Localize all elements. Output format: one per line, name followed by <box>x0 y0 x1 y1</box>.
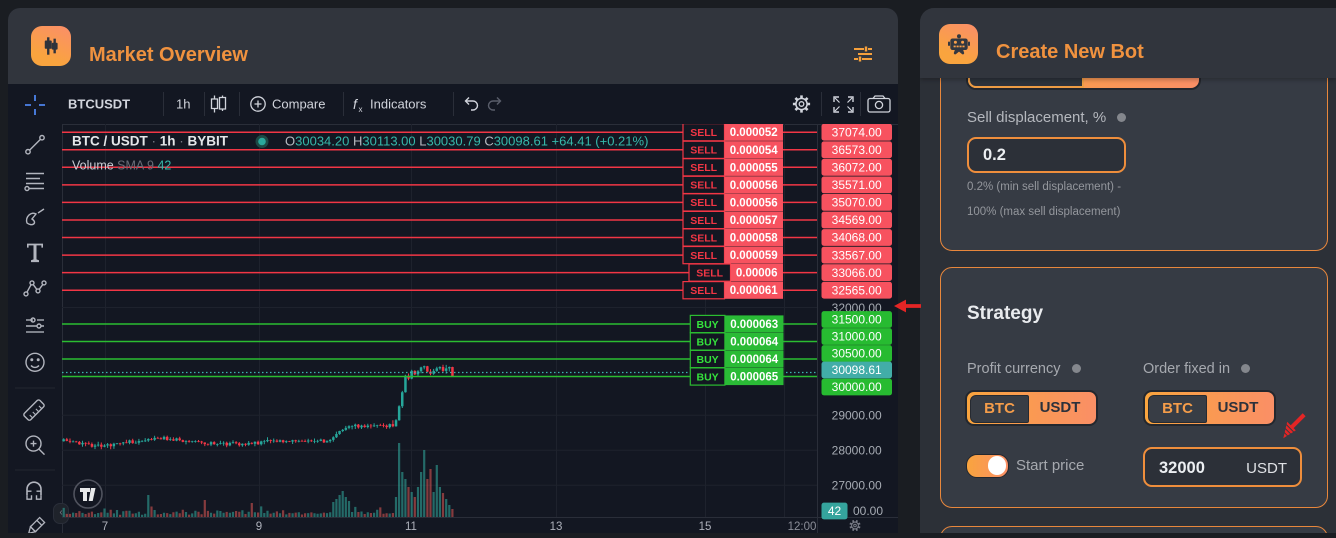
svg-text:00.00: 00.00 <box>853 504 883 518</box>
svg-text:31500.00: 31500.00 <box>832 313 882 327</box>
svg-text:36072.00: 36072.00 <box>832 161 882 175</box>
svg-text:0.000054: 0.000054 <box>730 145 779 157</box>
svg-text:42: 42 <box>828 504 842 518</box>
svg-text:34068.00: 34068.00 <box>832 231 882 245</box>
svg-text:7: 7 <box>102 521 108 533</box>
svg-text:34569.00: 34569.00 <box>832 213 882 227</box>
svg-text:0.000061: 0.000061 <box>730 285 779 297</box>
svg-text:28000.00: 28000.00 <box>832 443 882 457</box>
svg-text:0.000063: 0.000063 <box>730 319 778 331</box>
svg-text:f: f <box>353 96 359 112</box>
svg-text:12:00: 12:00 <box>788 521 817 533</box>
svg-text:BUY: BUY <box>697 354 719 366</box>
svg-text:Indicators: Indicators <box>370 97 427 112</box>
svg-text:36573.00: 36573.00 <box>832 143 882 157</box>
svg-text:35070.00: 35070.00 <box>832 196 882 210</box>
svg-text:29000.00: 29000.00 <box>832 408 882 422</box>
svg-text:0.000055: 0.000055 <box>730 162 779 174</box>
svg-text:SELL: SELL <box>690 162 717 174</box>
svg-text:0.000064: 0.000064 <box>730 354 779 366</box>
svg-text:0.000057: 0.000057 <box>730 215 778 227</box>
svg-text:33567.00: 33567.00 <box>832 248 882 262</box>
svg-text:33066.00: 33066.00 <box>832 266 882 280</box>
svg-text:0.000052: 0.000052 <box>730 127 778 139</box>
svg-text:1h: 1h <box>176 97 190 112</box>
svg-text:SELL: SELL <box>690 145 717 157</box>
svg-text:32565.00: 32565.00 <box>832 283 882 297</box>
svg-text:15: 15 <box>699 521 712 533</box>
svg-text:SELL: SELL <box>696 267 723 279</box>
svg-text:11: 11 <box>405 521 417 533</box>
svg-text:SELL: SELL <box>690 127 717 139</box>
svg-text:SELL: SELL <box>690 285 717 297</box>
svg-text:13: 13 <box>550 521 563 533</box>
svg-text:SELL: SELL <box>690 232 717 244</box>
svg-text:27000.00: 27000.00 <box>832 479 882 493</box>
svg-text:0.00006: 0.00006 <box>736 268 778 280</box>
svg-text:0.000059: 0.000059 <box>730 250 778 262</box>
svg-text:BUY: BUY <box>697 371 719 383</box>
svg-text:SELL: SELL <box>690 215 717 227</box>
svg-text:Volume SMA 9 42: Volume SMA 9 42 <box>72 159 171 173</box>
svg-text:O30034.20 H30113.00 L30030.79: O30034.20 H30113.00 L30030.79 C30098.61 … <box>285 134 648 149</box>
svg-text:BUY: BUY <box>697 336 719 348</box>
svg-text:SELL: SELL <box>690 250 717 262</box>
svg-text:37074.00: 37074.00 <box>832 125 882 139</box>
svg-text:30000.00: 30000.00 <box>832 380 882 394</box>
svg-text:x: x <box>359 105 363 114</box>
svg-text:0.000056: 0.000056 <box>730 197 778 209</box>
svg-text:0.000058: 0.000058 <box>730 233 779 245</box>
svg-text:0.000065: 0.000065 <box>730 372 779 384</box>
svg-text:35571.00: 35571.00 <box>832 178 882 192</box>
svg-text:BUY: BUY <box>697 319 719 331</box>
svg-text:0.000064: 0.000064 <box>730 337 779 349</box>
svg-text:BTCUSDT: BTCUSDT <box>68 97 130 112</box>
svg-text:SELL: SELL <box>690 180 717 192</box>
svg-text:0.000056: 0.000056 <box>730 180 778 192</box>
svg-text:9: 9 <box>256 521 262 533</box>
svg-text:Compare: Compare <box>272 97 325 112</box>
svg-text:31000.00: 31000.00 <box>832 330 882 344</box>
svg-text:BTC / USDT · 1h · BYBIT: BTC / USDT · 1h · BYBIT <box>72 134 229 149</box>
svg-text:30500.00: 30500.00 <box>832 347 882 361</box>
svg-text:SELL: SELL <box>690 197 717 209</box>
svg-text:30098.61: 30098.61 <box>832 363 882 377</box>
